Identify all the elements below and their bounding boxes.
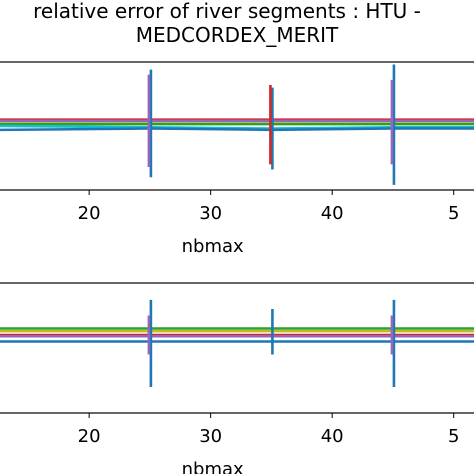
- x-tick-label-2: 40: [321, 426, 344, 447]
- chart-title-line-1: relative error of river segments : HTU -: [33, 0, 421, 23]
- x-tick-label-1: 30: [199, 203, 222, 224]
- chart-title-line-2: MEDCORDEX_MERIT: [135, 23, 339, 47]
- x-tick-label-2: 40: [321, 203, 344, 224]
- axes-frame: [0, 61, 474, 191]
- subplot-bottom: 20 30 40 5 nbmax: [0, 282, 474, 474]
- x-tick-label-1: 30: [199, 426, 222, 447]
- x-axis-label: nbmax: [182, 459, 244, 474]
- subplot-top: 20 30 40 5 nbmax: [0, 61, 474, 257]
- x-tick-label-0: 20: [78, 203, 101, 224]
- series-line-5: [0, 127, 474, 132]
- axes-frame: [0, 282, 474, 414]
- x-tick-label-0: 20: [78, 426, 101, 447]
- x-tick-label-3: 5: [448, 426, 459, 447]
- x-axis-label: nbmax: [182, 236, 244, 257]
- x-tick-label-3: 5: [448, 203, 459, 224]
